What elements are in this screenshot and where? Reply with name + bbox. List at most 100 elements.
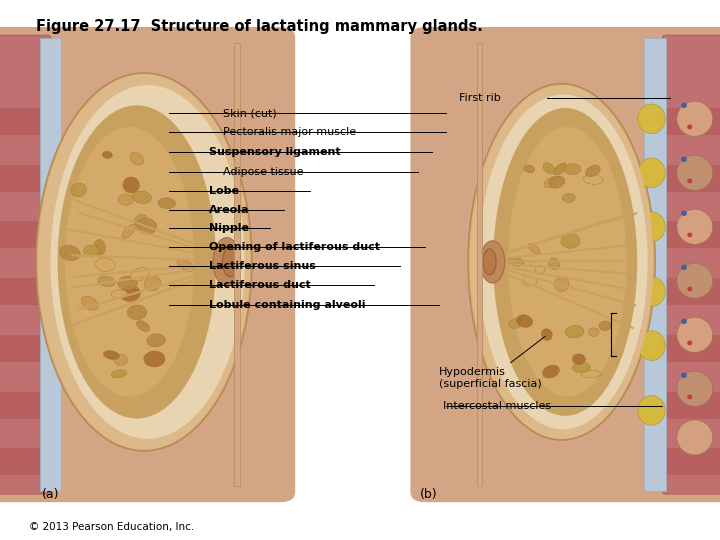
Ellipse shape bbox=[542, 365, 559, 378]
Ellipse shape bbox=[469, 85, 654, 438]
Text: Areola: Areola bbox=[209, 205, 249, 214]
Ellipse shape bbox=[638, 330, 665, 361]
FancyBboxPatch shape bbox=[644, 38, 666, 491]
Ellipse shape bbox=[572, 362, 590, 373]
Ellipse shape bbox=[677, 263, 713, 298]
Ellipse shape bbox=[468, 84, 655, 440]
Ellipse shape bbox=[493, 108, 637, 416]
Bar bbox=[666, 221, 720, 248]
Ellipse shape bbox=[98, 276, 115, 287]
Ellipse shape bbox=[137, 218, 156, 234]
Ellipse shape bbox=[681, 319, 687, 324]
Ellipse shape bbox=[118, 194, 133, 205]
Ellipse shape bbox=[541, 329, 552, 340]
Ellipse shape bbox=[60, 245, 80, 261]
Ellipse shape bbox=[535, 265, 544, 274]
Ellipse shape bbox=[687, 232, 693, 238]
Ellipse shape bbox=[638, 276, 665, 307]
Bar bbox=[666, 448, 720, 475]
Ellipse shape bbox=[137, 321, 150, 332]
Bar bbox=[666, 392, 720, 418]
Ellipse shape bbox=[36, 73, 252, 451]
Ellipse shape bbox=[562, 193, 575, 202]
Ellipse shape bbox=[677, 102, 713, 137]
Ellipse shape bbox=[84, 245, 99, 257]
Ellipse shape bbox=[509, 319, 523, 328]
Bar bbox=[666, 335, 720, 362]
Text: Lobule containing alveoli: Lobule containing alveoli bbox=[209, 300, 365, 310]
Text: Intercostal muscles: Intercostal muscles bbox=[443, 401, 551, 411]
Ellipse shape bbox=[111, 370, 127, 378]
Ellipse shape bbox=[144, 276, 161, 291]
Ellipse shape bbox=[127, 305, 147, 320]
Ellipse shape bbox=[687, 286, 693, 292]
FancyBboxPatch shape bbox=[662, 35, 720, 494]
Text: Skin (cut): Skin (cut) bbox=[223, 109, 277, 118]
Ellipse shape bbox=[130, 153, 143, 165]
Ellipse shape bbox=[564, 164, 581, 174]
Ellipse shape bbox=[122, 224, 136, 239]
FancyBboxPatch shape bbox=[0, 35, 50, 494]
Text: Nipple: Nipple bbox=[209, 223, 249, 233]
Ellipse shape bbox=[572, 354, 585, 364]
Ellipse shape bbox=[549, 176, 565, 188]
Ellipse shape bbox=[508, 258, 524, 266]
Ellipse shape bbox=[638, 158, 665, 187]
FancyBboxPatch shape bbox=[234, 43, 240, 486]
Text: Hypodermis
(superficial fascia): Hypodermis (superficial fascia) bbox=[439, 336, 545, 389]
Ellipse shape bbox=[177, 259, 194, 272]
Ellipse shape bbox=[561, 234, 580, 248]
Text: Suspensory ligament: Suspensory ligament bbox=[209, 147, 341, 157]
FancyBboxPatch shape bbox=[0, 27, 295, 502]
Ellipse shape bbox=[687, 394, 693, 400]
Ellipse shape bbox=[114, 354, 127, 365]
Ellipse shape bbox=[687, 124, 693, 129]
Ellipse shape bbox=[81, 296, 98, 310]
Ellipse shape bbox=[681, 211, 687, 216]
Ellipse shape bbox=[71, 183, 86, 197]
Ellipse shape bbox=[222, 247, 238, 276]
Ellipse shape bbox=[478, 94, 648, 429]
Ellipse shape bbox=[132, 191, 151, 204]
Ellipse shape bbox=[687, 178, 693, 183]
Text: Adipose tissue: Adipose tissue bbox=[223, 167, 304, 177]
Bar bbox=[0, 221, 47, 248]
Ellipse shape bbox=[130, 267, 149, 281]
Ellipse shape bbox=[681, 157, 687, 162]
Ellipse shape bbox=[117, 276, 138, 290]
FancyBboxPatch shape bbox=[477, 43, 482, 486]
Ellipse shape bbox=[58, 105, 216, 419]
Text: (a): (a) bbox=[42, 488, 59, 501]
Ellipse shape bbox=[687, 341, 693, 346]
Text: Pectoralis major muscle: Pectoralis major muscle bbox=[223, 127, 356, 137]
Text: First rib: First rib bbox=[459, 93, 500, 103]
Ellipse shape bbox=[677, 317, 713, 353]
Ellipse shape bbox=[638, 395, 665, 426]
Ellipse shape bbox=[638, 104, 665, 134]
Ellipse shape bbox=[528, 244, 540, 254]
Text: Lactiferous duct: Lactiferous duct bbox=[209, 280, 310, 290]
Ellipse shape bbox=[677, 420, 713, 455]
Text: © 2013 Pearson Education, Inc.: © 2013 Pearson Education, Inc. bbox=[29, 522, 194, 532]
Ellipse shape bbox=[96, 258, 115, 271]
Ellipse shape bbox=[516, 315, 533, 327]
Ellipse shape bbox=[94, 240, 106, 255]
Ellipse shape bbox=[638, 212, 665, 242]
Ellipse shape bbox=[111, 289, 127, 298]
Bar bbox=[0, 108, 47, 135]
Bar bbox=[0, 392, 47, 418]
Ellipse shape bbox=[524, 165, 535, 173]
Ellipse shape bbox=[581, 370, 601, 377]
Ellipse shape bbox=[483, 249, 496, 275]
Ellipse shape bbox=[681, 373, 687, 378]
Text: Lactiferous sinus: Lactiferous sinus bbox=[209, 261, 315, 271]
Bar bbox=[666, 108, 720, 135]
Ellipse shape bbox=[50, 85, 245, 438]
Ellipse shape bbox=[677, 155, 713, 190]
Bar bbox=[0, 448, 47, 475]
Ellipse shape bbox=[104, 350, 120, 360]
Ellipse shape bbox=[585, 165, 600, 177]
Ellipse shape bbox=[543, 163, 554, 174]
Ellipse shape bbox=[134, 214, 148, 227]
Ellipse shape bbox=[677, 372, 713, 406]
